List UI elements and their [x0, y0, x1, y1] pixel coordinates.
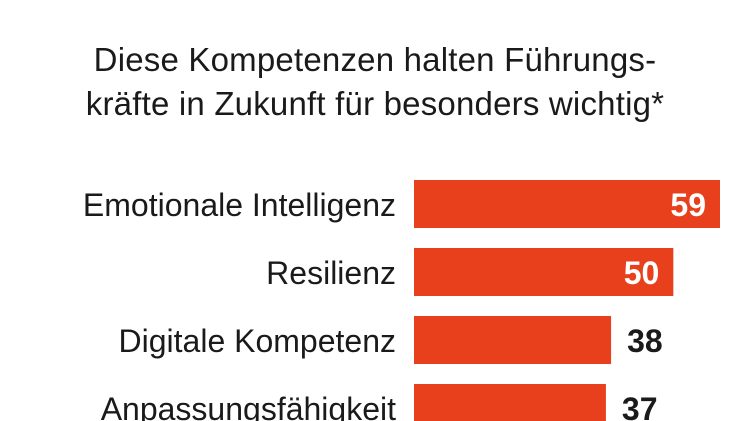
category-label: Anpassungsfähigkeit	[101, 391, 396, 421]
bar	[414, 180, 720, 228]
bar	[414, 384, 606, 421]
value-label: 59	[670, 187, 706, 223]
value-label: 50	[624, 255, 660, 291]
bar	[414, 248, 674, 296]
category-label: Resilienz	[266, 255, 396, 291]
chart-title-line-2: kräfte in Zukunft für besonders wichtig*	[85, 85, 665, 122]
value-label: 38	[627, 323, 663, 359]
category-label: Digitale Kompetenz	[119, 323, 396, 359]
value-label: 37	[622, 391, 658, 421]
chart-title-line-1: Diese Kompetenzen halten Führungs-	[93, 41, 657, 78]
bar	[414, 316, 612, 364]
chart-title: Diese Kompetenzen halten Führungs- kräft…	[0, 38, 750, 126]
category-label: Emotionale Intelligenz	[83, 187, 396, 223]
